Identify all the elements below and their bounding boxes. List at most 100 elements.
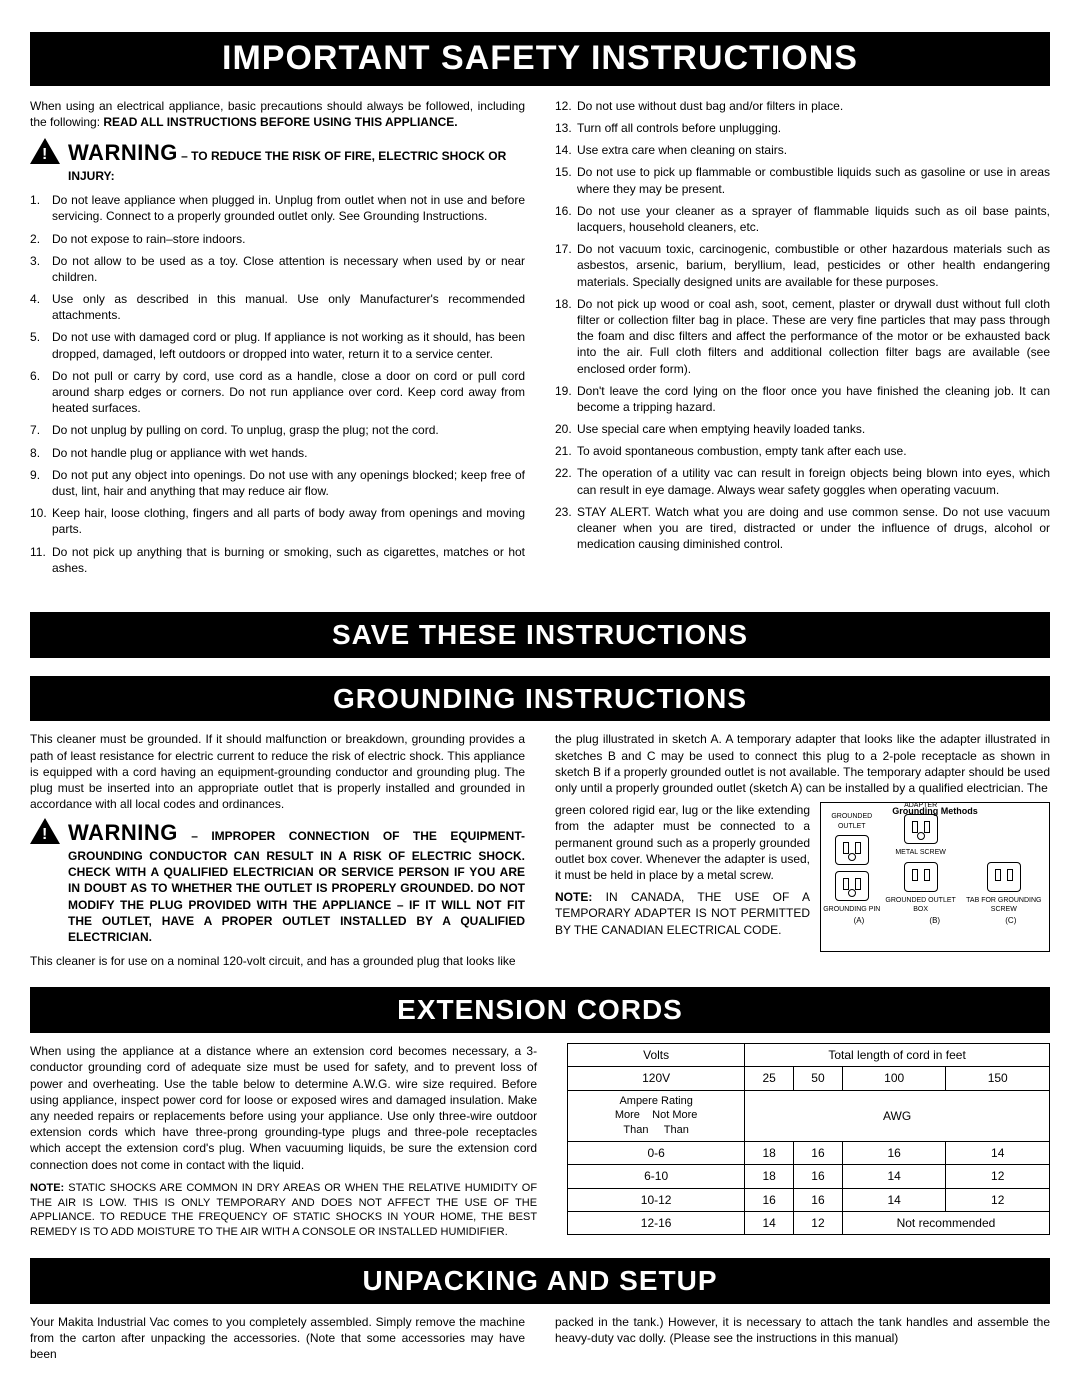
unpack-left: Your Makita Industrial Vac comes to you … [30, 1314, 525, 1363]
safety-item: The operation of a utility vac can resul… [555, 465, 1050, 497]
grounding-para2: This cleaner is for use on a nominal 120… [30, 953, 525, 969]
safety-list-right: Do not use without dust bag and/or filte… [555, 98, 1050, 553]
amp-more: More [615, 1109, 640, 1121]
banner-safety: IMPORTANT SAFETY INSTRUCTIONS [30, 32, 1050, 86]
awg-cell: 16 [794, 1188, 843, 1211]
warning-label: WARNING [68, 140, 178, 165]
safety-item: Do not put any object into openings. Do … [30, 467, 525, 499]
extension-table: Volts Total length of cord in feet 120V … [567, 1043, 1050, 1235]
banner-save: SAVE THESE INSTRUCTIONS [30, 612, 1050, 658]
len-150: 150 [946, 1067, 1050, 1090]
len-50: 50 [794, 1067, 843, 1090]
table-row: 12-161412Not recommended [568, 1211, 1050, 1234]
safety-intro-b: READ ALL INSTRUCTIONS BEFORE USING THIS … [103, 115, 457, 129]
awg-cell: 12 [794, 1211, 843, 1234]
unpacking-block: Your Makita Industrial Vac comes to you … [30, 1314, 1050, 1363]
table-row: 0-618161614 [568, 1142, 1050, 1165]
extension-text: When using the appliance at a distance w… [30, 1043, 537, 1240]
warning-block: WARNING – TO REDUCE THE RISK OF FIRE, EL… [30, 138, 525, 184]
safety-intro: When using an electrical appliance, basi… [30, 98, 525, 130]
awg-cell: 16 [745, 1188, 794, 1211]
grounding-warn-tail: – IMPROPER CONNECTION OF THE EQUIPMENT-G… [68, 829, 525, 944]
safety-item: Do not vacuum toxic, carcinogenic, combu… [555, 241, 1050, 290]
awg-cell: 12 [946, 1165, 1050, 1188]
safety-item: Do not leave appliance when plugged in. … [30, 192, 525, 224]
note-lead: NOTE: [30, 1182, 64, 1194]
grounding-note: NOTE: IN CANADA, THE USE OF A TEMPORARY … [555, 889, 810, 938]
not-recommended: Not recommended [842, 1211, 1049, 1234]
diagram-label-pin: GROUNDING PIN [823, 905, 880, 914]
safety-item: Do not handle plug or appliance with wet… [30, 445, 525, 461]
grounding-warning: WARNING – IMPROPER CONNECTION OF THE EQU… [30, 818, 525, 945]
awg-header: AWG [745, 1090, 1050, 1142]
awg-cell: 16 [794, 1142, 843, 1165]
awg-cell: 16 [842, 1142, 946, 1165]
amp-notmore: Not More [652, 1109, 697, 1121]
diagram-a: (A) [854, 916, 865, 927]
warning-text: WARNING – TO REDUCE THE RISK OF FIRE, EL… [68, 138, 525, 184]
amp-range: 12-16 [568, 1211, 745, 1234]
awg-cell: 14 [842, 1188, 946, 1211]
safety-item: Do not unplug by pulling on cord. To unp… [30, 422, 525, 438]
grounding-diagram: Grounding Methods GROUNDED OUTLET GROUND… [820, 802, 1050, 952]
unpack-right: packed in the tank.) However, it is nece… [555, 1314, 1050, 1363]
safety-col-left: When using an electrical appliance, basi… [30, 98, 525, 582]
extension-table-wrap: Volts Total length of cord in feet 120V … [567, 1043, 1050, 1235]
safety-item: Do not pull or carry by cord, use cord a… [30, 368, 525, 417]
outlet-icon [987, 862, 1021, 892]
amp-line1: Ampere Rating [619, 1095, 692, 1107]
warning-label: WARNING [68, 820, 178, 845]
grounding-para1: This cleaner must be grounded. If it sho… [30, 731, 525, 812]
table-row: 10-1216161412 [568, 1188, 1050, 1211]
amp-header: Ampere Rating More Not More Than Than [568, 1090, 745, 1142]
safety-item: Do not pick up wood or coal ash, soot, c… [555, 296, 1050, 377]
grounding-right-text: green colored rigid ear, lug or the like… [555, 802, 810, 952]
safety-item: Do not allow to be used as a toy. Close … [30, 253, 525, 285]
ext-para1: When using the appliance at a distance w… [30, 1043, 537, 1173]
grounding-right: the plug illustrated in sketch A. A temp… [555, 731, 1050, 969]
banner-extension: EXTENSION CORDS [30, 987, 1050, 1033]
grounding-note-text: IN CANADA, THE USE OF A TEMPORARY ADAPTE… [555, 890, 810, 936]
grounding-left: This cleaner must be grounded. If it sho… [30, 731, 525, 969]
safety-item: Turn off all controls before unplugging. [555, 120, 1050, 136]
grounding-block: This cleaner must be grounded. If it sho… [30, 731, 1050, 969]
grounding-para-r2: green colored rigid ear, lug or the like… [555, 802, 810, 883]
safety-item: Use extra care when cleaning on stairs. [555, 142, 1050, 158]
outlet-icon [835, 835, 869, 865]
grounding-para-r1: the plug illustrated in sketch A. A temp… [555, 731, 1050, 796]
awg-cell: 18 [745, 1165, 794, 1188]
safety-item: Do not pick up anything that is burning … [30, 544, 525, 576]
outlet-icon [904, 862, 938, 892]
diagram-label-box: GROUNDED OUTLET BOX [883, 896, 959, 915]
ext-note-text: STATIC SHOCKS ARE COMMON IN DRY AREAS OR… [30, 1182, 537, 1239]
safety-col-right: Do not use without dust bag and/or filte… [555, 98, 1050, 582]
volts-val: 120V [568, 1067, 745, 1090]
len-25: 25 [745, 1067, 794, 1090]
safety-item: Keep hair, loose clothing, fingers and a… [30, 505, 525, 537]
safety-item: Use special care when emptying heavily l… [555, 421, 1050, 437]
len-100: 100 [842, 1067, 946, 1090]
amp-range: 10-12 [568, 1188, 745, 1211]
outlet-icon [835, 871, 869, 901]
safety-item: Do not use your cleaner as a sprayer of … [555, 203, 1050, 235]
awg-cell: 18 [745, 1142, 794, 1165]
amp-than1: Than [623, 1124, 648, 1136]
warning-triangle-icon [30, 818, 60, 844]
awg-cell: 12 [946, 1188, 1050, 1211]
safety-item: Use only as described in this manual. Us… [30, 291, 525, 323]
safety-item: STAY ALERT. Watch what you are doing and… [555, 504, 1050, 553]
diagram-b: (B) [929, 916, 940, 927]
banner-grounding: GROUNDING INSTRUCTIONS [30, 676, 1050, 722]
safety-item: Do not use to pick up flammable or combu… [555, 164, 1050, 196]
diagram-label-screw: METAL SCREW [895, 848, 946, 857]
amp-range: 6-10 [568, 1165, 745, 1188]
amp-than2: Than [664, 1124, 689, 1136]
safety-item: Do not expose to rain–store indoors. [30, 231, 525, 247]
volts-header: Volts [568, 1044, 745, 1067]
banner-unpacking: UNPACKING AND SETUP [30, 1258, 1050, 1304]
safety-item: Do not use with damaged cord or plug. If… [30, 329, 525, 361]
safety-item: Don't leave the cord lying on the floor … [555, 383, 1050, 415]
warning-triangle-icon [30, 138, 60, 164]
awg-cell: 14 [745, 1211, 794, 1234]
table-row: Volts Total length of cord in feet [568, 1044, 1050, 1067]
